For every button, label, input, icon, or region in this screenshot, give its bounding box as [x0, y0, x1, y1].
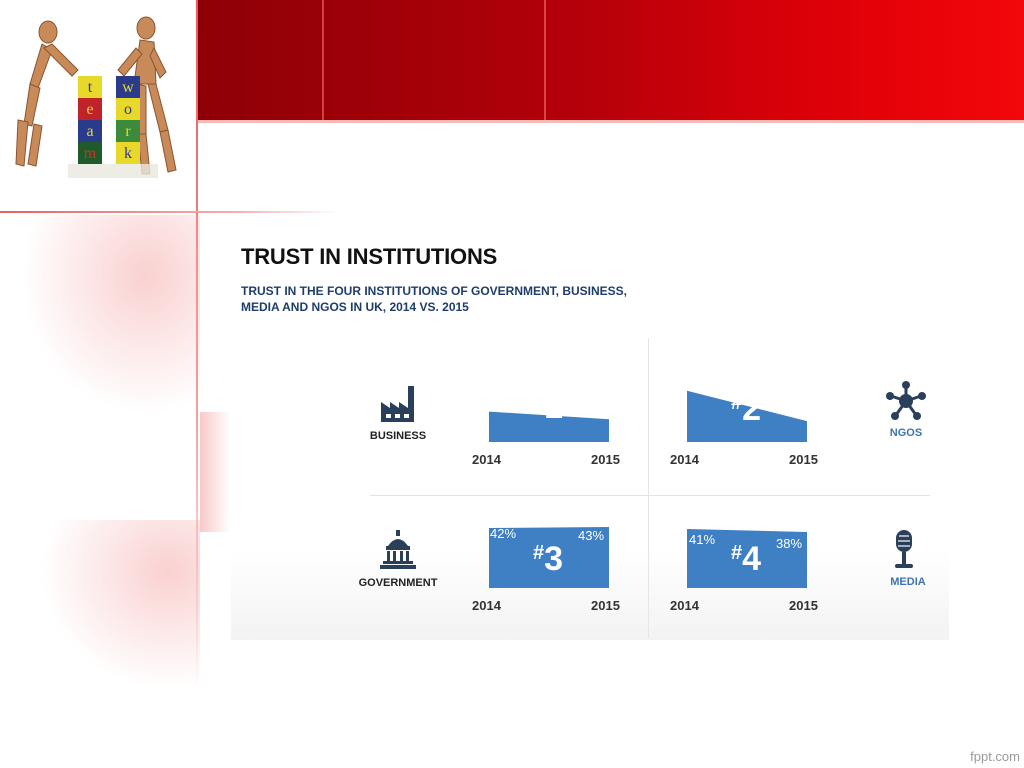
government-2014-value: 42%	[490, 526, 517, 541]
x-tick-label: 2015	[591, 598, 620, 613]
microphone-icon	[895, 530, 913, 568]
x-tick-label: 2014	[472, 452, 501, 467]
ngos-area-shape	[687, 390, 807, 442]
media-area-shape	[687, 529, 807, 588]
x-tick-label: 2015	[789, 598, 818, 613]
label-government: GOVERNMENT	[358, 577, 438, 589]
rank-number: 1	[544, 388, 564, 426]
capitol-icon	[380, 530, 416, 569]
x-tick-label: 2014	[472, 598, 501, 613]
x-tick-label: 2015	[591, 452, 620, 467]
government-rank: #3	[532, 540, 564, 578]
block-column-left: t e a m	[78, 76, 102, 164]
subtitle-line: TRUST IN THE FOUR INSTITUTIONS OF GOVERN…	[241, 284, 628, 298]
logo-block-letter: w	[122, 79, 134, 96]
decorative-glow	[20, 215, 200, 415]
banner-bottom-line	[198, 120, 1024, 123]
panel-divider-horizontal	[370, 495, 930, 496]
business-area-shape	[489, 411, 609, 442]
logo-block-letter: t	[88, 79, 93, 96]
business-2015-value: 52%	[574, 370, 601, 385]
label-business: BUSINESS	[369, 430, 427, 442]
x-tick-label: 2015	[789, 452, 818, 467]
label-ngos: NGOS	[889, 427, 923, 439]
business-2014-value: 56%	[491, 366, 518, 381]
network-icon	[886, 381, 926, 420]
government-trust-area	[489, 527, 609, 588]
header-banner	[198, 0, 1024, 122]
decorative-block	[200, 412, 230, 532]
ngos-2014-value: 67%	[690, 354, 717, 369]
logo-block-letter: e	[86, 101, 93, 118]
banner-divider	[544, 0, 546, 122]
ngos-rank: #2	[730, 390, 762, 428]
banner-divider	[322, 0, 324, 122]
media-trust-area	[687, 529, 807, 588]
teamwork-logo-illustration: t e a m w o r k	[15, 16, 177, 178]
horizontal-accent-line	[0, 211, 340, 213]
business-trust-area	[489, 411, 609, 442]
media-2015-value: 38%	[776, 536, 803, 551]
block-column-right: w o r k	[116, 76, 140, 164]
x-tick-label: 2014	[670, 452, 699, 467]
infographic-panel	[231, 338, 949, 640]
slide-subtitle: TRUST IN THE FOUR INSTITUTIONS OF GOVERN…	[241, 283, 661, 315]
rank-number: 2	[742, 390, 762, 428]
decorative-glow	[40, 520, 200, 690]
logo-block-letter: a	[86, 123, 93, 140]
ngos-trust-area	[687, 390, 807, 442]
government-2015-value: 43%	[578, 528, 605, 543]
government-area-shape	[489, 527, 609, 588]
media-rank: #4	[730, 540, 762, 578]
logo-block-letter: o	[124, 101, 132, 118]
ngos-2015-value: 51%	[772, 372, 799, 387]
x-tick-label: 2014	[670, 598, 699, 613]
subtitle-line: MEDIA AND NGOS IN UK, 2014 VS. 2015	[241, 300, 469, 314]
panel-divider-vertical	[648, 338, 649, 638]
rank-number: 3	[544, 540, 564, 578]
logo-block-letter: r	[125, 123, 131, 140]
footer-credit: fppt.com	[970, 749, 1020, 764]
logo-block-letter: k	[124, 145, 132, 162]
rank-number: 4	[742, 540, 762, 578]
business-rank: #1	[532, 388, 564, 426]
label-media: MEDIA	[890, 576, 926, 588]
factory-icon	[381, 386, 414, 422]
media-2014-value: 41%	[689, 532, 716, 547]
logo-block-letter: m	[84, 145, 97, 162]
slide-title: TRUST IN INSTITUTIONS	[241, 244, 498, 269]
